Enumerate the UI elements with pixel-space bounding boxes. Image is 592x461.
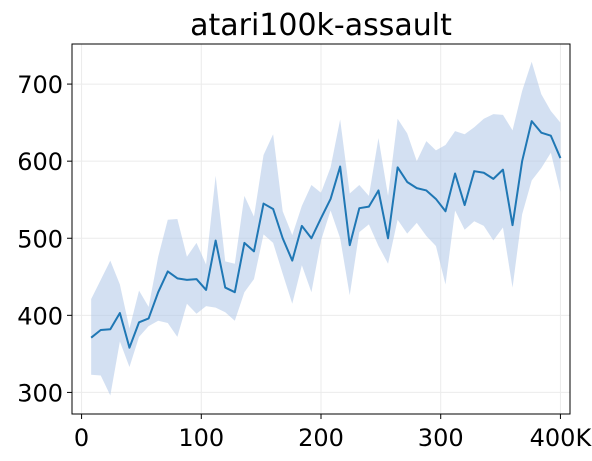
axis-ticks: 0 100 200 300 400K 300 400 500 600 700: [17, 71, 592, 452]
mean-line: [90, 120, 562, 349]
x-tick-label: 200: [298, 424, 344, 452]
x-tick-label: 100: [178, 424, 224, 452]
x-tick-label: 300: [418, 424, 464, 452]
chart-title: atari100k-assault: [190, 8, 452, 43]
y-tick-label: 400: [17, 302, 63, 330]
y-tick-label: 600: [17, 148, 63, 176]
confidence-band: [91, 61, 561, 396]
y-tick-label: 500: [17, 225, 63, 253]
x-tick-label: 400K: [530, 424, 592, 452]
plot-area: [90, 61, 562, 396]
x-tick-label: 0: [74, 424, 89, 452]
y-tick-label: 300: [17, 379, 63, 407]
y-tick-label: 700: [17, 71, 63, 99]
